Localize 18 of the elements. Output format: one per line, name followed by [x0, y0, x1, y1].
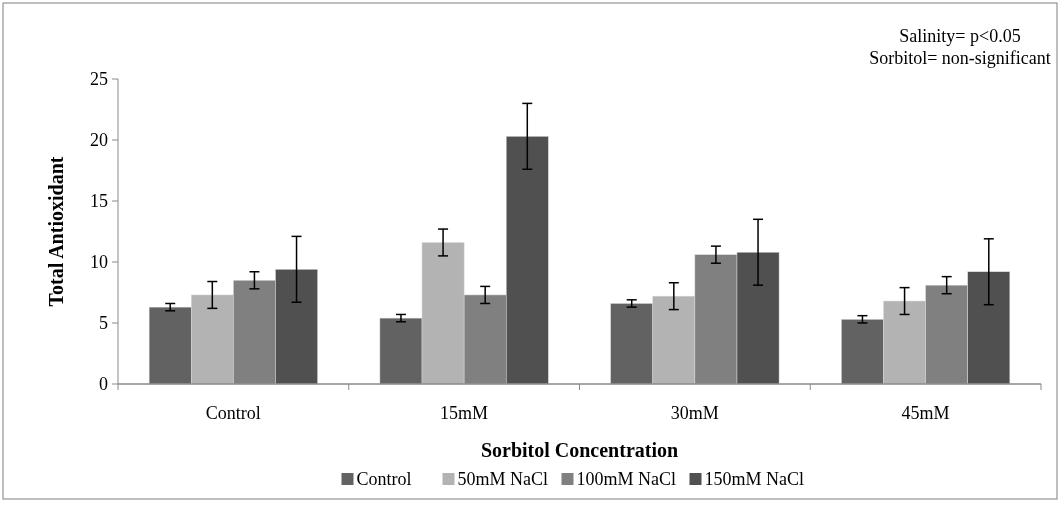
y-tick-label: 0: [99, 374, 108, 395]
y-axis-title: Total Antioxidant: [45, 156, 67, 307]
text: Salinity= p<0.05: [899, 26, 1021, 46]
x-tick-label: 30mM: [670, 403, 719, 423]
legend-label: Control: [356, 469, 412, 489]
x-tick-label: Control: [205, 403, 261, 423]
y-tick-label: 15: [90, 191, 108, 212]
x-axis-title: Sorbitol Concentration: [480, 439, 679, 461]
x-tick-label: 15mM: [440, 403, 489, 423]
text: Sorbitol= non-significant: [869, 48, 1051, 68]
y-tick-label: 10: [90, 252, 108, 273]
legend-label: 50mM NaCl: [457, 469, 549, 489]
y-tick-label: 5: [99, 313, 108, 334]
x-tick-label: 45mM: [901, 403, 950, 423]
legend-label: 100mM NaCl: [576, 469, 677, 489]
legend-label: 150mM NaCl: [704, 469, 805, 489]
y-tick-label: 25: [90, 69, 108, 90]
y-tick-label: 20: [90, 130, 108, 151]
